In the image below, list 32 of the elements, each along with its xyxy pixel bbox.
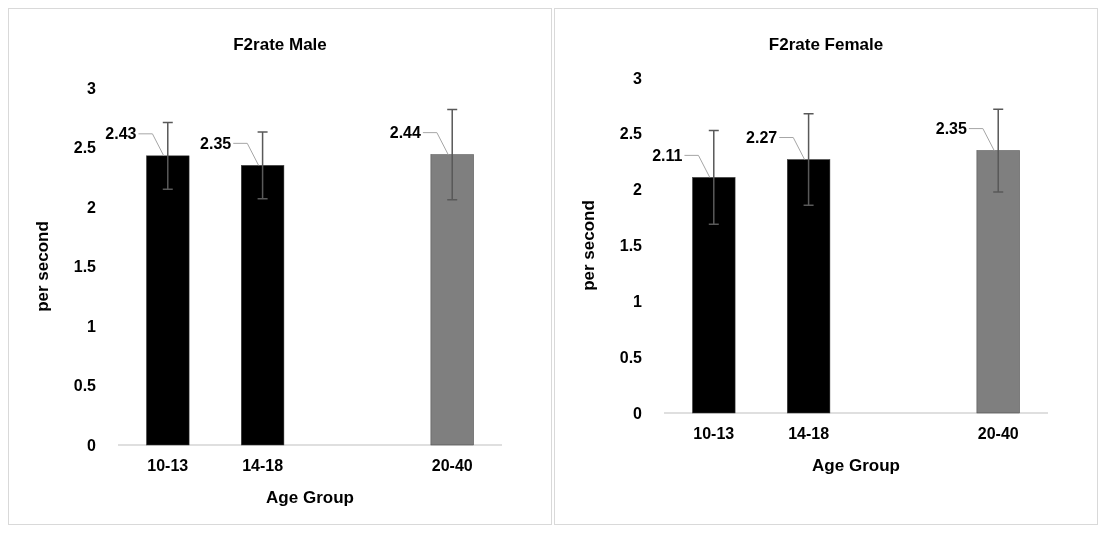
y-tick-label: 2 [633,181,643,199]
chart-title: F2rate Female [768,35,884,54]
y-tick-label: 1.5 [73,258,97,276]
chart-title: F2rate Male [233,35,327,54]
x-tick-label: 14-18 [788,425,830,442]
y-tick-label: 2 [87,198,97,216]
data-label: 2.11 [652,146,683,164]
y-tick-label: 1 [87,317,97,335]
y-tick-label: 2.5 [73,139,97,157]
y-tick-label: 3 [87,79,97,97]
data-label: 2.44 [389,124,421,142]
data-label: 2.43 [105,125,137,143]
y-tick-label: 0.5 [73,377,97,395]
y-tick-label: 3 [633,69,643,87]
y-axis-title: per second [579,200,598,291]
y-tick-label: 1.5 [619,237,643,255]
x-tick-label: 20-40 [977,425,1019,442]
data-label: 2.35 [200,134,232,152]
x-axis-title: Age Group [266,488,354,507]
data-label: 2.27 [746,129,778,147]
y-axis-title: per second [33,221,52,312]
x-tick-label: 14-18 [242,457,284,474]
x-tick-label: 10-13 [147,457,189,474]
x-tick-label: 10-13 [693,425,735,442]
y-tick-label: 0 [87,436,97,454]
y-tick-label: 0.5 [619,348,643,366]
x-tick-label: 20-40 [431,457,473,474]
data-label: 2.35 [935,120,967,138]
y-tick-label: 1 [633,292,643,310]
x-axis-title: Age Group [812,456,900,475]
y-tick-label: 0 [633,404,643,422]
y-tick-label: 2.5 [619,125,643,143]
